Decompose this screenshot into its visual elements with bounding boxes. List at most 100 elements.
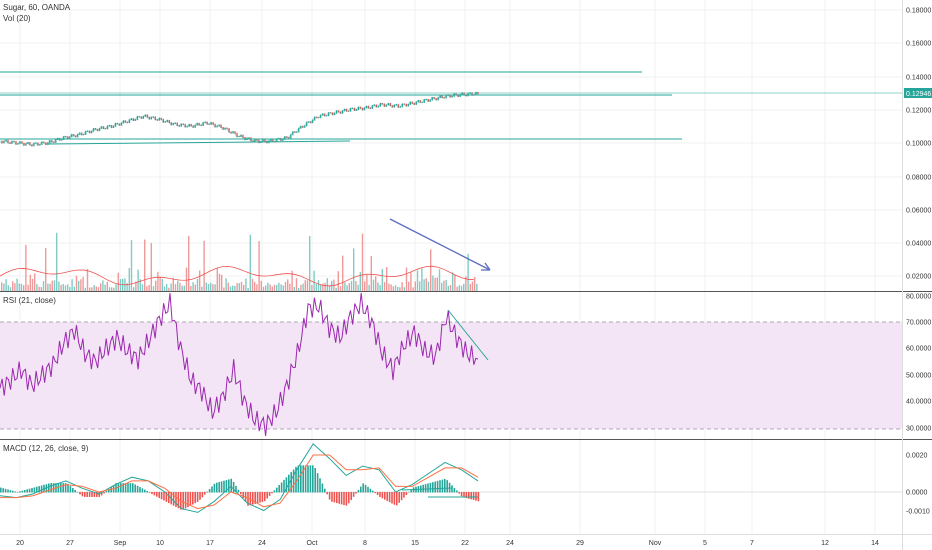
price-bar — [196, 122, 198, 126]
macd-hist-bar — [124, 483, 127, 493]
price-bar — [47, 142, 49, 146]
price-bar — [314, 116, 316, 121]
price-bar — [226, 127, 228, 130]
volume-bar — [192, 282, 194, 291]
macd-hist-bar — [132, 483, 134, 493]
volume-bar — [300, 284, 302, 291]
volume-bar — [155, 280, 157, 291]
rsi-trendline[interactable] — [447, 309, 489, 361]
volume-ma-line — [0, 265, 475, 287]
macd-trendline[interactable] — [401, 487, 453, 491]
volume-bar — [476, 283, 478, 291]
price-bar — [439, 95, 441, 99]
price-axis-tick: 0.08000 — [906, 175, 931, 182]
rsi-band — [0, 322, 902, 429]
time-axis[interactable]: 20 27 Sep 10 17 24 Oct 8 15 22 24 29 Nov 5 7 12 14 — [16, 540, 879, 547]
macd-hist-bar — [48, 483, 50, 493]
price-bar — [166, 119, 168, 123]
volume-bar — [80, 279, 82, 291]
macd-hist-bar — [72, 488, 74, 493]
macd-hist-bar — [64, 483, 67, 493]
price-bar — [7, 139, 9, 144]
macd-axis[interactable]: 0.0020 0.0000 -0.0010 — [906, 453, 930, 516]
support-trendline[interactable] — [47, 140, 351, 145]
macd-hist-bar — [475, 492, 477, 501]
macd-hist-bar — [367, 486, 369, 493]
price-bar — [443, 97, 445, 99]
volume-bar — [163, 286, 166, 291]
volume-bar — [425, 278, 427, 291]
macd-legend[interactable]: MACD (12, 26, close, 9) — [3, 444, 89, 453]
macd-hist-bar — [384, 492, 386, 500]
price-bar — [154, 116, 157, 121]
volume-bar — [280, 284, 282, 291]
symbol-legend[interactable]: Sugar, 60, OANDA — [3, 3, 71, 12]
volume-bar — [130, 240, 133, 291]
volume-bar — [126, 283, 128, 291]
volume-bar — [181, 285, 183, 291]
macd-hist-bar — [309, 465, 312, 493]
volume-bar — [1, 282, 3, 291]
macd-hist-bar — [424, 484, 427, 493]
price-bar — [330, 112, 332, 114]
volume-bar — [128, 268, 130, 291]
macd-hist-bar — [120, 483, 122, 493]
volume-bar — [159, 276, 161, 291]
volume-trend-arrow[interactable] — [389, 218, 491, 271]
rsi-axis[interactable]: 80.0000 70.0000 60.0000 50.0000 40.0000 30.00… — [906, 294, 931, 433]
volume-bar — [469, 283, 471, 291]
macd-hist-bar — [103, 492, 105, 494]
price-bar — [73, 134, 75, 137]
price-bar — [455, 93, 457, 96]
volume-bar — [434, 277, 436, 291]
volume-bar — [315, 284, 317, 291]
price-bar — [49, 140, 51, 144]
price-axis[interactable]: 0.18000 0.16000 0.14000 0.12000 0.10000 0.080… — [906, 8, 931, 281]
volume-bar — [256, 284, 258, 291]
price-bar — [449, 94, 451, 98]
volume-bar — [106, 281, 108, 291]
price-bar — [41, 141, 43, 145]
macd-hist-bar — [458, 492, 460, 494]
macd-hist-bar — [172, 492, 175, 506]
rsi-legend[interactable]: RSI (21, close) — [3, 296, 56, 305]
macd-hist-bar — [391, 492, 393, 504]
macd-hist-bar — [410, 489, 412, 493]
volume-bar — [89, 287, 91, 291]
volume-bar — [421, 268, 423, 291]
time-axis-tick: 7 — [750, 540, 754, 547]
price-bar — [87, 130, 89, 132]
macd-hist-bar — [242, 492, 244, 498]
volume-bar — [467, 253, 469, 291]
price-bar — [136, 116, 139, 121]
price-bar — [75, 135, 77, 138]
price-bar — [391, 105, 394, 108]
volume-bar — [471, 281, 474, 291]
macd-hist-bar — [31, 488, 33, 493]
rsi-axis-tick: 30.0000 — [906, 426, 931, 433]
volume-bar — [135, 281, 137, 291]
volume-bar — [247, 287, 249, 291]
volume-bar — [357, 284, 359, 291]
macd-hist-bar — [316, 473, 319, 493]
time-axis-tick: 20 — [16, 540, 24, 547]
volume-bar — [62, 284, 64, 291]
price-axis-tick: 0.06000 — [906, 208, 931, 215]
price-bar — [134, 119, 137, 121]
price-bar — [55, 139, 57, 143]
volume-legend[interactable]: Vol (20) — [3, 14, 31, 23]
price-bar — [292, 131, 294, 136]
volume-bar — [342, 255, 344, 291]
macd-hist-bar — [314, 468, 316, 493]
macd-hist-bar — [362, 483, 364, 493]
price-bar — [106, 125, 109, 130]
volume-bar — [53, 280, 56, 291]
price-bar — [361, 107, 364, 111]
macd-hist-bar — [240, 492, 242, 495]
price-bar — [451, 95, 453, 98]
price-bar — [188, 123, 190, 127]
price-bar — [419, 100, 421, 103]
macd-hist-bar — [84, 492, 86, 497]
price-bar — [180, 123, 182, 127]
